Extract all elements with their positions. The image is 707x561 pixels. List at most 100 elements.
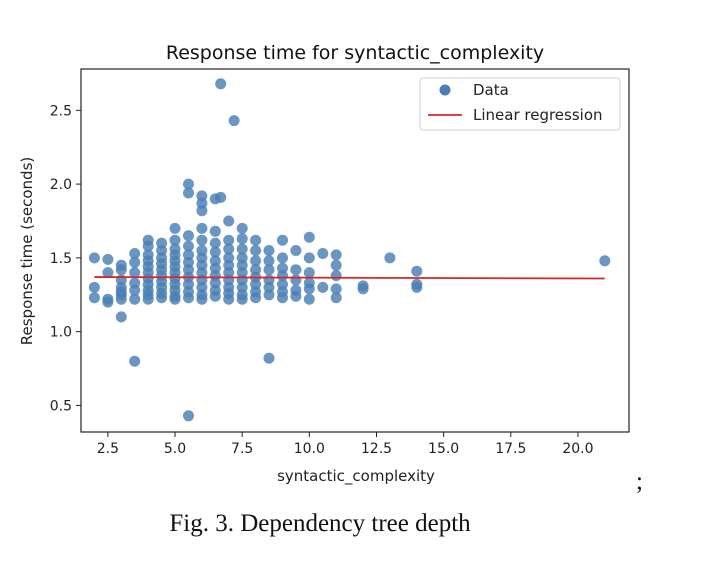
- data-point: [250, 292, 262, 304]
- data-point: [183, 292, 194, 304]
- data-point: [411, 265, 423, 277]
- data-point: [236, 293, 248, 305]
- axes-frame: [80, 68, 630, 433]
- data-point: [142, 293, 154, 305]
- data-point: [88, 292, 100, 304]
- data-point: [88, 252, 100, 264]
- legend-box: [419, 77, 621, 131]
- data-point: [183, 240, 194, 252]
- data-point: [169, 293, 181, 305]
- y-axis-label: Response time (seconds): [18, 157, 36, 345]
- data-point: [330, 249, 342, 261]
- figure-caption: Fig. 3. Dependency tree depth: [169, 510, 471, 537]
- data-point: [169, 234, 181, 246]
- data-point: [277, 234, 288, 246]
- chart-title: Response time for syntactic_complexity: [166, 42, 544, 64]
- legend-data-label: Data: [473, 81, 509, 99]
- data-point: [129, 355, 141, 367]
- x-axis-label: syntactic_complexity: [277, 467, 435, 486]
- data-point: [411, 281, 423, 293]
- y-tick-label: 1.0: [50, 325, 72, 341]
- data-point: [196, 293, 208, 305]
- data-point: [290, 274, 302, 286]
- x-tick-label: 5.0: [164, 441, 186, 457]
- data-point: [142, 240, 154, 252]
- data-point: [250, 234, 262, 246]
- data-point: [129, 248, 141, 259]
- y-tick-label: 0.5: [50, 398, 72, 414]
- data-point: [330, 270, 342, 282]
- data-point: [196, 205, 208, 217]
- data-point: [183, 178, 194, 190]
- data-point: [183, 410, 194, 422]
- data-point: [209, 290, 221, 302]
- data-point: [102, 296, 114, 308]
- plot-area: 2.5 5.0 7.5 10.0 12.5 15.0 17.5 20.0 0.5 1.0 1.5 2…: [50, 68, 630, 457]
- data-point: [223, 293, 235, 305]
- data-point: [102, 267, 114, 279]
- x-tick-label: 2.5: [97, 441, 119, 457]
- y-tick-label: 2.0: [50, 177, 72, 193]
- data-point: [330, 283, 342, 295]
- data-point: [357, 283, 369, 295]
- data-point: [599, 255, 611, 267]
- data-point: [115, 264, 127, 276]
- data-point: [303, 283, 315, 295]
- data-point: [129, 267, 141, 279]
- x-tick-label: 12.5: [361, 441, 392, 457]
- data-point: [236, 243, 248, 255]
- data-point: [250, 255, 262, 267]
- data-point: [303, 293, 315, 305]
- legend-regression-label: Linear regression: [473, 106, 603, 124]
- data-point: [303, 231, 315, 243]
- data-point: [183, 230, 194, 242]
- data-point: [88, 281, 100, 293]
- data-point: [115, 311, 127, 323]
- data-point: [156, 292, 168, 304]
- regression-line: [94, 276, 605, 280]
- data-point: [330, 259, 342, 271]
- y-ticks: 0.5 1.0 1.5 2.0 2.5: [50, 103, 81, 414]
- data-point: [277, 252, 288, 264]
- data-point: [215, 191, 227, 203]
- legend: Data Linear regression: [419, 77, 621, 131]
- data-point: [129, 284, 141, 296]
- data-point: [317, 281, 329, 293]
- x-tick-label: 17.5: [495, 441, 526, 457]
- y-tick-label: 2.5: [50, 103, 72, 119]
- data-point: [277, 292, 288, 304]
- data-point: [102, 253, 114, 265]
- data-point: [384, 252, 396, 264]
- y-tick-label: 1.5: [50, 251, 72, 267]
- data-point: [196, 222, 208, 234]
- data-point: [223, 243, 235, 255]
- trailing-semicolon: ;: [636, 468, 643, 495]
- legend-data-marker: [439, 84, 451, 96]
- data-point: [236, 222, 248, 234]
- data-point: [250, 245, 262, 256]
- data-point: [263, 264, 275, 276]
- data-point: [129, 293, 141, 305]
- data-point: [263, 352, 275, 364]
- x-ticks: 2.5 5.0 7.5 10.0 12.5 15.0 17.5 20.0: [97, 432, 594, 457]
- data-point: [330, 292, 342, 304]
- data-point: [317, 248, 329, 259]
- data-point: [263, 289, 275, 301]
- data-point: [263, 245, 275, 256]
- x-tick-label: 15.0: [428, 441, 459, 457]
- data-point: [290, 264, 302, 276]
- data-point: [209, 237, 221, 249]
- data-points: [88, 78, 611, 422]
- data-point: [129, 256, 141, 268]
- data-point: [209, 246, 221, 258]
- data-point: [303, 252, 315, 264]
- x-tick-label: 20.0: [562, 441, 593, 457]
- data-point: [215, 78, 227, 90]
- data-point: [303, 267, 315, 279]
- data-point: [183, 187, 194, 199]
- data-point: [115, 293, 127, 305]
- data-point: [223, 234, 235, 246]
- data-point: [290, 245, 302, 256]
- data-point: [263, 255, 275, 267]
- x-tick-label: 7.5: [231, 441, 253, 457]
